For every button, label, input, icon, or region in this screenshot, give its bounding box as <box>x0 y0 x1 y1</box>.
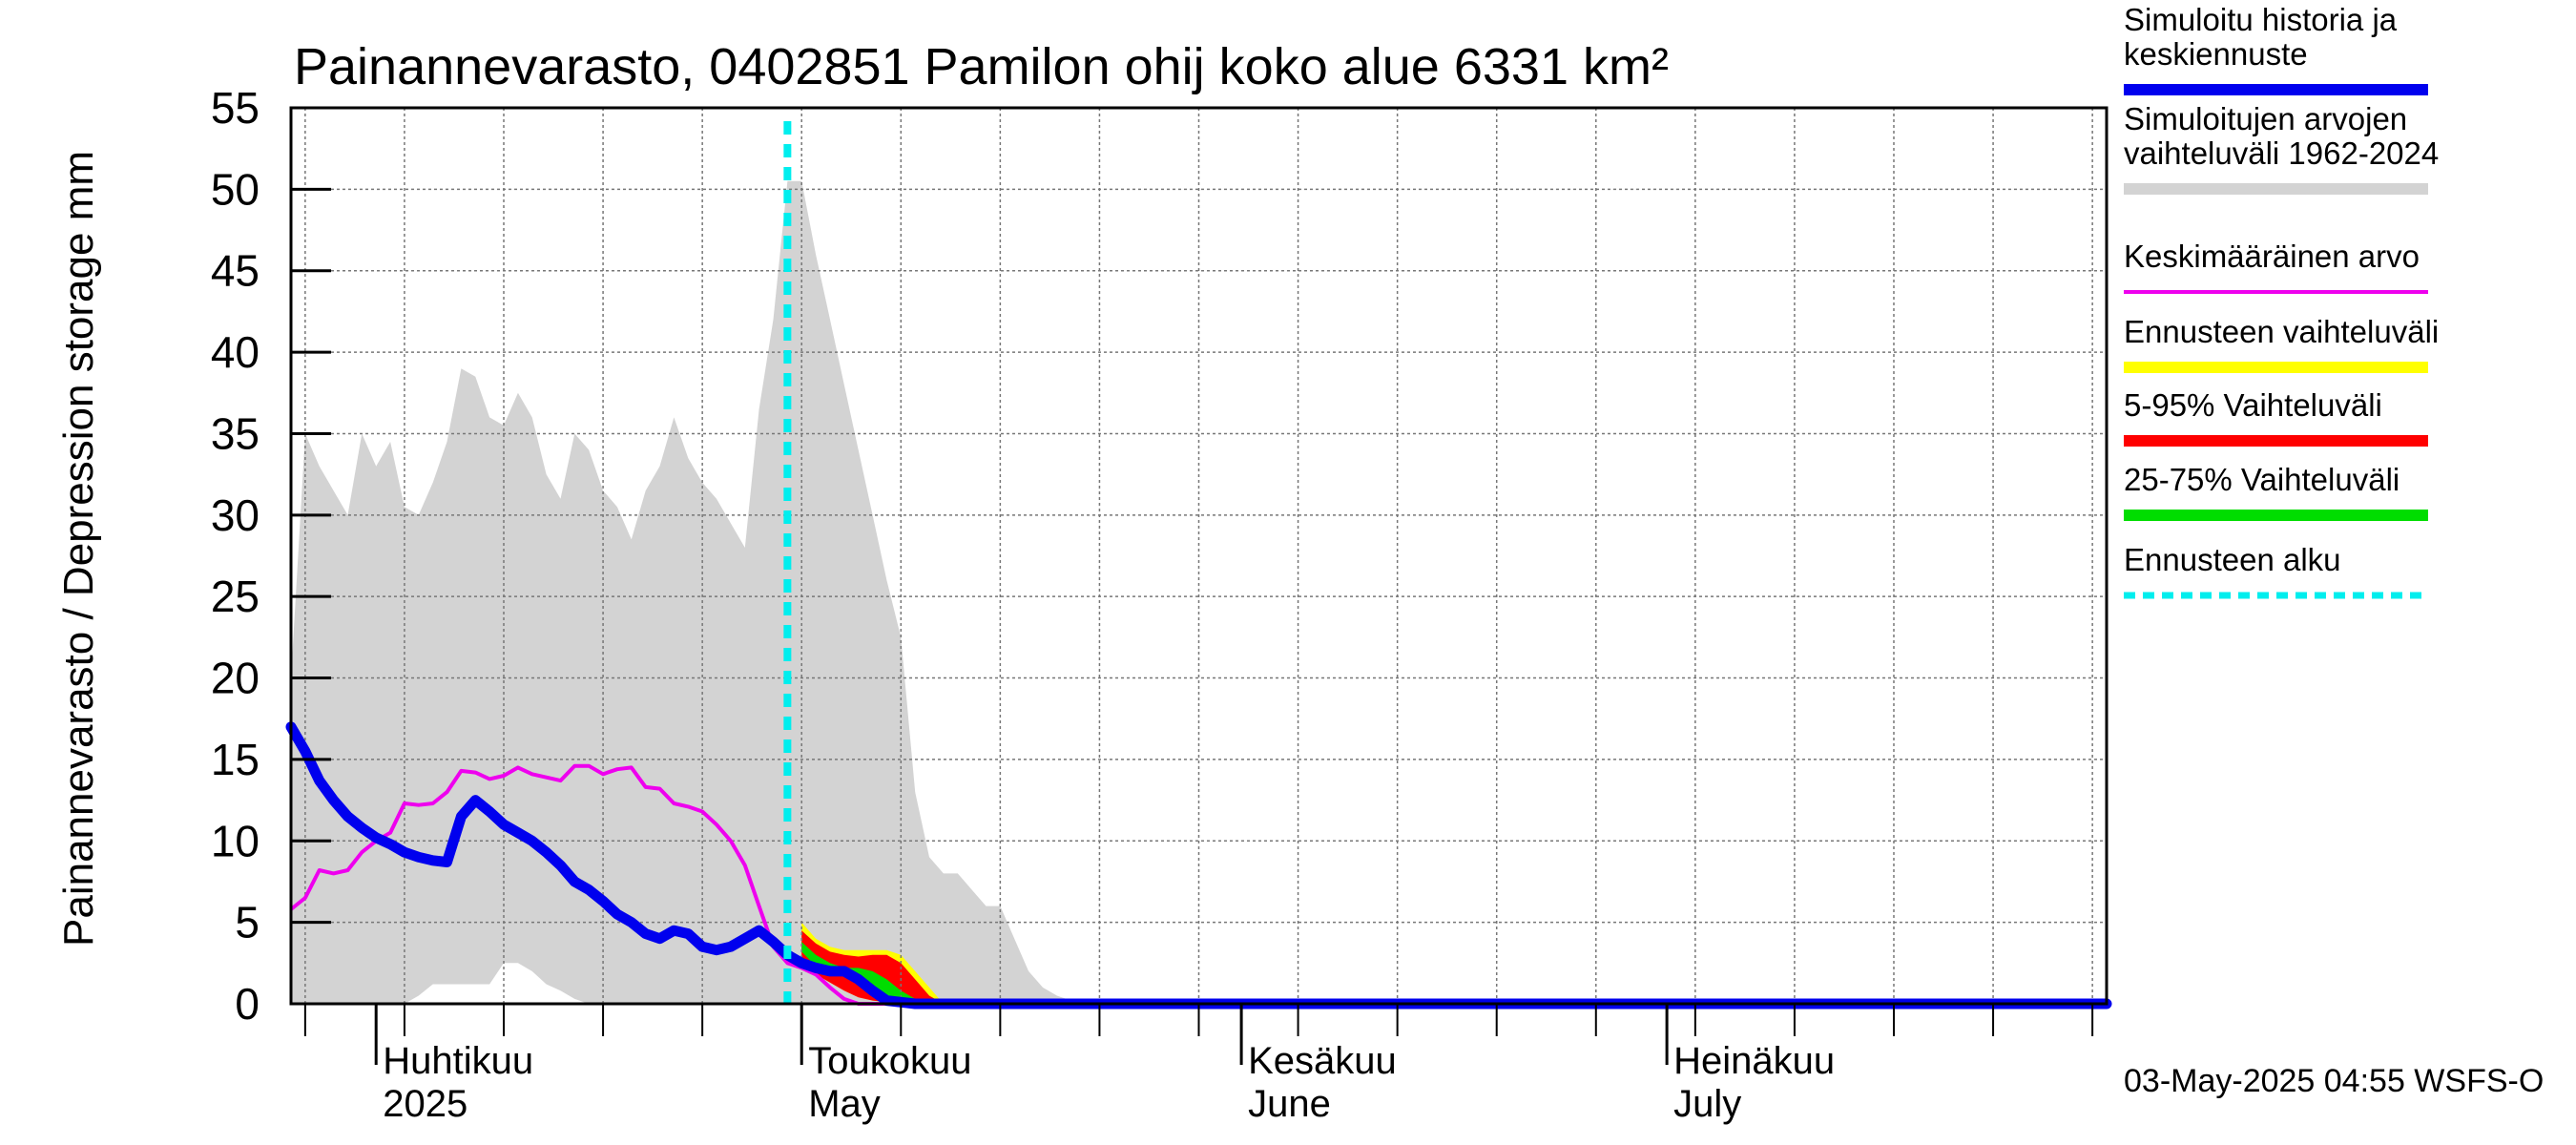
legend-label-fc-range: Ennusteen vaihteluväli <box>2124 314 2439 349</box>
legend-label-range: Simuloitujen arvojen <box>2124 101 2407 136</box>
axes-layer: 0510152025303540455055Huhtikuu2025Toukok… <box>211 83 2109 1125</box>
simulated-range-layer <box>291 180 1242 1005</box>
p5-95-band <box>801 930 944 1004</box>
y-tick-label: 35 <box>211 408 260 458</box>
y-tick-label: 45 <box>211 246 260 296</box>
simulated-range-area <box>291 180 1242 1005</box>
month-label-en: June <box>1248 1083 1331 1125</box>
month-label-fi: Huhtikuu <box>383 1040 533 1082</box>
legend-label-range: vaihteluväli 1962-2024 <box>2124 135 2439 171</box>
month-label-fi: Toukokuu <box>808 1040 971 1082</box>
series-layer <box>285 121 2112 1010</box>
simulated-history-line <box>285 721 2112 1010</box>
y-tick-label: 40 <box>211 327 260 377</box>
month-label-en: May <box>808 1083 881 1125</box>
y-tick-label: 20 <box>211 654 260 703</box>
legend-label-mean: Keskimääräinen arvo <box>2124 239 2420 274</box>
legend-label-fc-start: Ennusteen alku <box>2124 542 2341 577</box>
month-label-fi: Heinäkuu <box>1673 1040 1835 1082</box>
timestamp-label: 03-May-2025 04:55 WSFS-O <box>2124 1063 2544 1099</box>
y-tick-label: 15 <box>211 735 260 784</box>
y-tick-label: 0 <box>235 979 260 1029</box>
month-label-fi: Kesäkuu <box>1248 1040 1397 1082</box>
legend-label-hist: Simuloitu historia ja <box>2124 2 2398 37</box>
month-label-en: July <box>1673 1083 1741 1125</box>
grid-layer <box>291 107 2107 1005</box>
y-tick-label: 50 <box>211 164 260 214</box>
y-axis-label: Painannevarasto / Depression storage mm <box>55 151 102 947</box>
y-tick-label: 25 <box>211 572 260 621</box>
legend-label-hist: keskiennuste <box>2124 36 2308 72</box>
legend-label-p5-95: 5-95% Vaihteluväli <box>2124 387 2382 423</box>
y-tick-label: 5 <box>235 898 260 947</box>
chart-title: Painannevarasto, 0402851 Pamilon ohij ko… <box>294 38 1669 95</box>
y-tick-label: 55 <box>211 83 260 133</box>
forecast-bands-layer <box>801 922 944 1004</box>
mean-line <box>289 763 2107 1006</box>
p25-75-band <box>801 942 944 1004</box>
legend-label-p25-75: 25-75% Vaihteluväli <box>2124 462 2399 497</box>
y-tick-label: 10 <box>211 816 260 865</box>
month-label-en: 2025 <box>383 1083 467 1125</box>
y-tick-label: 30 <box>211 490 260 540</box>
